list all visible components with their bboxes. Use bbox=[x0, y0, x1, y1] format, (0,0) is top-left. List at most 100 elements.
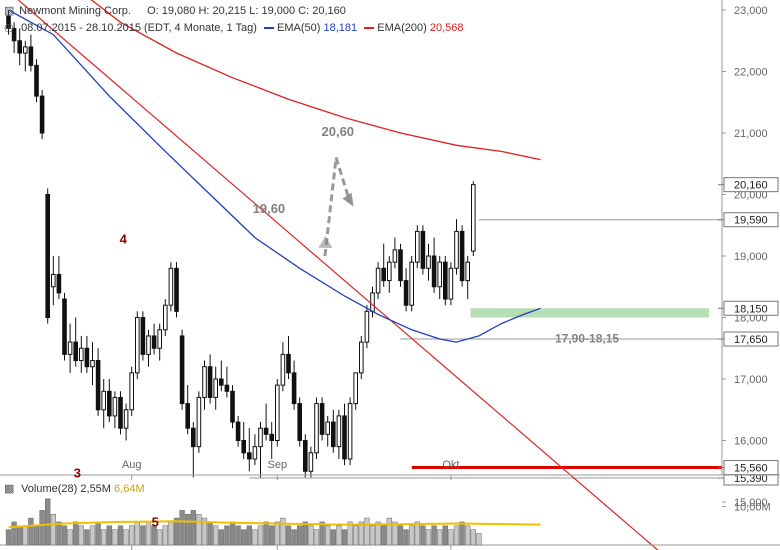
candle-body bbox=[437, 261, 442, 288]
volume-bar bbox=[386, 517, 392, 546]
candle-body bbox=[443, 261, 448, 300]
volume-bar bbox=[117, 525, 124, 546]
volume-bar bbox=[17, 525, 23, 546]
volume-bar bbox=[358, 521, 364, 546]
volume-bar bbox=[403, 529, 409, 546]
volume-bar bbox=[431, 525, 437, 546]
volume-bar bbox=[241, 529, 247, 546]
candle-body bbox=[23, 46, 28, 54]
clock-icon: ◴ bbox=[4, 22, 14, 34]
candle-body bbox=[107, 390, 112, 417]
low-value: L: 19,000 bbox=[249, 5, 296, 17]
header-line-1: ▧ Newmont Mining Corp. O: 19,080 H: 20,2… bbox=[4, 4, 346, 17]
candle-body bbox=[157, 329, 162, 349]
candle-body bbox=[291, 372, 297, 405]
volume-bar bbox=[224, 525, 230, 546]
ema50-line bbox=[8, 9, 541, 343]
price-tag: 15,390 bbox=[718, 470, 779, 486]
candle-body bbox=[168, 267, 174, 306]
ema200-legend[interactable]: EMA(200) 20,568 bbox=[364, 22, 464, 34]
volume-bar bbox=[364, 517, 370, 546]
candle-body bbox=[196, 396, 202, 448]
volume-value-2: 6,64M bbox=[114, 483, 145, 495]
candle-body bbox=[303, 440, 308, 472]
forecast-path bbox=[323, 157, 351, 257]
volume-bar bbox=[381, 525, 387, 546]
volume-bar bbox=[185, 513, 191, 546]
volume-bar bbox=[162, 525, 168, 546]
volume-value-1: 2,55M bbox=[80, 483, 111, 495]
candle-body bbox=[146, 335, 151, 355]
volume-bar bbox=[459, 521, 465, 546]
candle-body bbox=[28, 46, 34, 66]
volume-bar bbox=[106, 525, 112, 546]
volume-average-line bbox=[8, 520, 541, 529]
x-tick-label: Okt bbox=[442, 459, 459, 471]
ema200-line bbox=[90, 0, 541, 161]
price-tag-label: 19,590 bbox=[734, 215, 768, 227]
ema50-legend[interactable]: EMA(50) 18,181 bbox=[263, 22, 360, 34]
candle-body bbox=[45, 194, 51, 318]
candle-body bbox=[123, 409, 129, 429]
candle-body bbox=[252, 446, 258, 460]
volume-bar bbox=[375, 521, 381, 546]
volume-bar bbox=[78, 525, 84, 546]
volume-bar bbox=[50, 513, 56, 546]
candle-body bbox=[90, 360, 95, 368]
volume-bar bbox=[291, 529, 297, 546]
volume-bar bbox=[336, 525, 342, 546]
ema50-value: 18,181 bbox=[323, 22, 358, 34]
candle-body bbox=[465, 261, 470, 282]
volume-bar bbox=[5, 529, 12, 546]
candle-body bbox=[73, 341, 79, 362]
volume-bar bbox=[246, 525, 252, 546]
chart-overlays: 17,90-18,15 bbox=[249, 219, 722, 479]
volume-bar bbox=[39, 510, 45, 546]
volume-bar bbox=[397, 525, 404, 546]
price-tag: 20,160 bbox=[718, 177, 779, 193]
x-tick-label: Sep bbox=[268, 459, 288, 471]
candle-body bbox=[101, 390, 107, 411]
candle-body bbox=[174, 267, 179, 312]
y-tick-label: 23,000 bbox=[734, 5, 768, 17]
volume-bar bbox=[392, 521, 398, 546]
open-value: O: 19,080 bbox=[147, 5, 196, 17]
volume-bar bbox=[61, 525, 68, 546]
x-tick-label: Aug bbox=[122, 459, 142, 471]
wave-label: 3 bbox=[74, 465, 81, 480]
candle-body bbox=[34, 64, 39, 97]
candle-body bbox=[431, 255, 437, 288]
candle-body bbox=[454, 230, 459, 269]
candle-body bbox=[331, 421, 336, 448]
price-tag: 18,150 bbox=[718, 300, 779, 316]
y-tick-label: 20,000 bbox=[734, 190, 768, 202]
candle-body bbox=[241, 440, 246, 454]
y-tick-label: 22,000 bbox=[734, 67, 768, 79]
candle-body bbox=[314, 403, 319, 454]
time-axis: Aug Sep Okt bbox=[0, 459, 780, 480]
volume-bar bbox=[101, 529, 107, 546]
wave-label: 5 bbox=[152, 515, 159, 530]
ema200-value: 20,568 bbox=[429, 22, 464, 34]
price-annotation: 20,60 bbox=[322, 124, 355, 139]
volume-panel: 10,00M bbox=[0, 498, 780, 550]
volume-bar bbox=[313, 529, 320, 546]
ema200-swatch bbox=[364, 27, 375, 30]
candle-body bbox=[370, 292, 375, 312]
volume-tick-label: 10,00M bbox=[734, 502, 771, 514]
candle-body bbox=[448, 267, 454, 300]
close-value: C: 20,160 bbox=[298, 5, 346, 17]
wave-label: 4 bbox=[120, 232, 128, 247]
price-tag-label: 20,160 bbox=[734, 180, 768, 192]
y-tick-label: 15,000 bbox=[734, 497, 768, 509]
candle-body bbox=[263, 427, 269, 435]
chart-type-icon[interactable]: ▧ bbox=[4, 5, 15, 17]
candle-body bbox=[275, 384, 280, 441]
candle-body bbox=[420, 230, 426, 269]
volume-bar bbox=[257, 525, 264, 546]
volume-bar bbox=[353, 525, 359, 546]
header-line-2: ◴ 08.07.2015 - 28.10.2015 (EDT, 4 Monate… bbox=[4, 21, 464, 34]
candle-body bbox=[398, 249, 403, 282]
period-text: 08.07.2015 - 28.10.2015 (EDT, 4 Monate, … bbox=[21, 22, 257, 34]
